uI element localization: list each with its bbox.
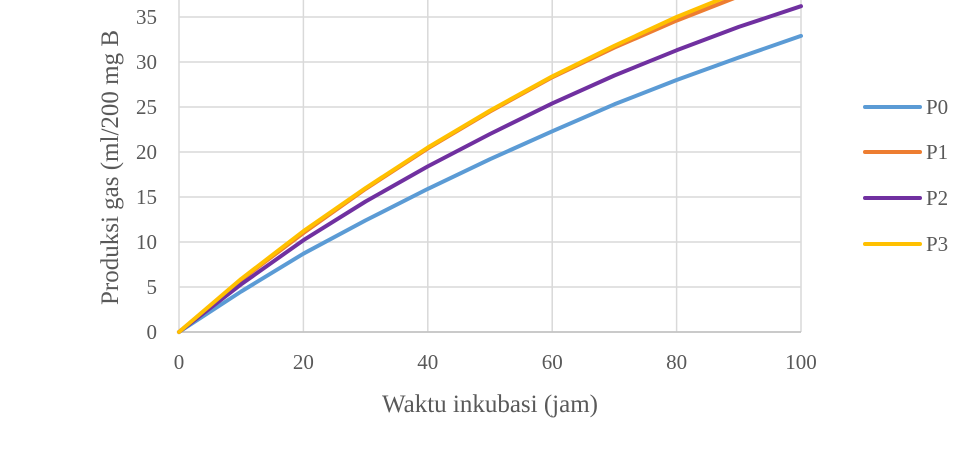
legend-label: P0 [926,95,948,119]
data-line [177,33,803,334]
y-axis-label: Produksi gas (ml/200 mg B [97,30,124,305]
legend-label: P3 [926,232,948,256]
y-tick-label: 15 [136,185,157,209]
y-tick-label: 30 [136,50,157,74]
x-tick-label: 60 [542,350,563,374]
x-tick-label: 0 [174,350,185,374]
y-tick-label: 10 [136,230,157,254]
y-tick-label: 20 [136,140,157,164]
data-line [177,0,724,334]
data-line [177,0,735,334]
x-tick-label: 80 [666,350,687,374]
y-tick-label: 25 [136,95,157,119]
x-axis-label: Waktu inkubasi (jam) [382,391,598,418]
y-tick-label: 0 [147,320,158,344]
legend-label: P1 [926,140,948,164]
y-tick-label: 5 [147,275,158,299]
legend-label: P2 [926,186,948,210]
x-tick-label: 100 [785,350,817,374]
x-tick-label: 20 [293,350,314,374]
y-tick-label: 35 [136,5,157,29]
x-tick-label: 40 [417,350,438,374]
data-line [177,4,803,334]
